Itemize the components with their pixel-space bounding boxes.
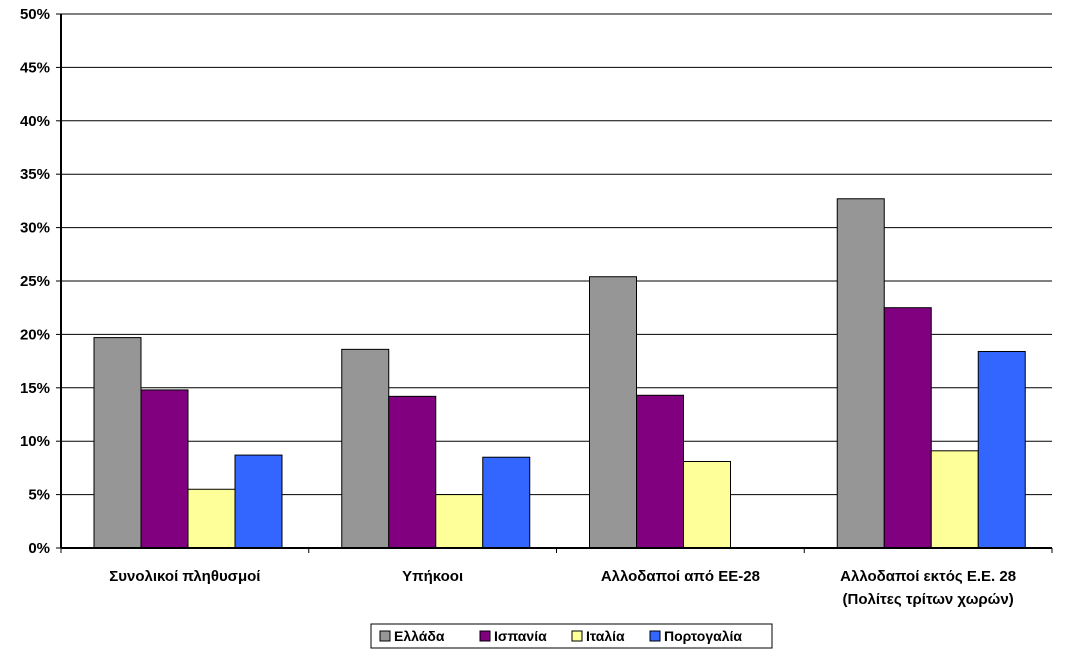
bars xyxy=(93,198,1026,549)
bar-Πορτογαλία xyxy=(234,454,283,549)
y-tick-label: 30% xyxy=(20,220,50,237)
legend-label: Ιταλία xyxy=(586,628,625,644)
y-tick-label: 50% xyxy=(20,6,50,23)
category-label: Υπήκοοι xyxy=(402,568,463,585)
legend: Ελλάδα Ισπανία Ιταλία Πορτογαλία xyxy=(370,623,773,649)
bar-Ισπανία xyxy=(388,395,437,549)
bar-Ιταλία xyxy=(435,494,484,549)
legend-swatch-Ελλάδα xyxy=(379,630,391,642)
bar-Ελλάδα xyxy=(836,198,885,549)
bar-Ελλάδα xyxy=(589,276,637,549)
gridlines xyxy=(61,13,1052,496)
y-tick-label: 10% xyxy=(20,433,50,450)
category-label: (Πολίτες τρίτων χωρών) xyxy=(843,591,1014,608)
category-labels: Συνολικοί πληθυσμοί Υπήκοοι Αλλοδαποί από … xyxy=(109,568,1016,608)
y-tick-label: 25% xyxy=(20,273,50,290)
category-label: Αλλοδαποί από ΕΕ-28 xyxy=(601,568,760,585)
legend-swatch-Ισπανία xyxy=(479,630,491,642)
bar-Ισπανία xyxy=(140,389,189,549)
bar-Ιταλία xyxy=(930,450,979,549)
y-tick-label: 40% xyxy=(20,113,50,130)
category-label: Συνολικοί πληθυσμοί xyxy=(109,568,260,585)
bar-Ιταλία xyxy=(187,488,236,549)
legend-swatch-Ιταλία xyxy=(571,630,583,642)
legend-label: Ισπανία xyxy=(494,628,547,644)
bar-Ελλάδα xyxy=(93,337,142,549)
y-tick-label: 0% xyxy=(28,540,50,557)
legend-label: Ελλάδα xyxy=(394,628,445,644)
category-label: Αλλοδαποί εκτός Ε.Ε. 28 xyxy=(840,568,1016,585)
axes xyxy=(56,13,1053,553)
bar-Πορτογαλία xyxy=(482,456,531,549)
bar-Πορτογαλία xyxy=(977,350,1026,549)
y-tick-label: 35% xyxy=(20,166,50,183)
y-tick-label: 45% xyxy=(20,59,50,76)
bar-Ισπανία xyxy=(883,307,932,549)
legend-label: Πορτογαλία xyxy=(664,628,742,644)
y-tick-label: 20% xyxy=(20,326,50,343)
y-tick-labels: 0% 5% 10% 15% 20% 25% 30% 35% 40% 45% 50% xyxy=(20,6,50,557)
bar-Ισπανία xyxy=(636,394,684,549)
legend-swatch-Πορτογαλία xyxy=(649,630,661,642)
y-tick-label: 5% xyxy=(28,487,50,504)
y-tick-label: 15% xyxy=(20,380,50,397)
bar-Ελλάδα xyxy=(341,348,390,549)
bar-Ιταλία xyxy=(683,460,731,549)
